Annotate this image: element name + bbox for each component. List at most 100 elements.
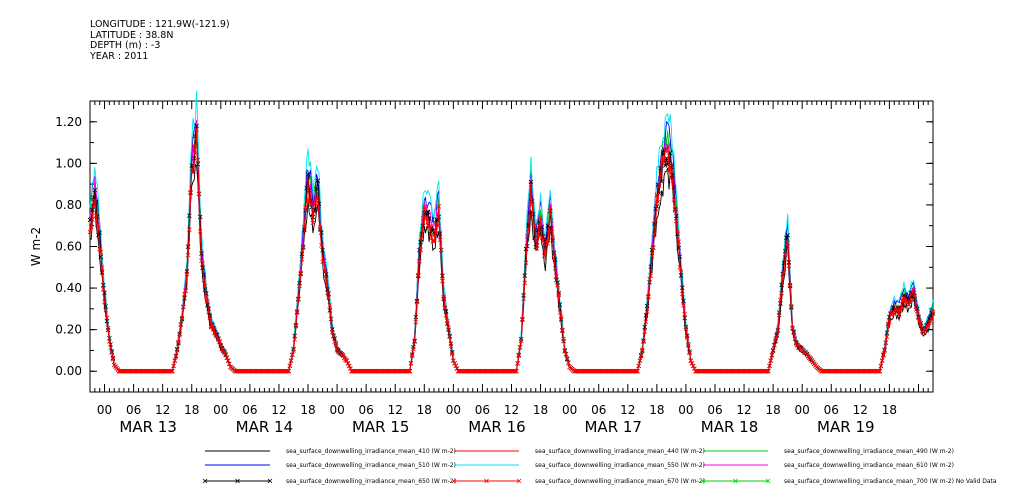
- series-marker: [653, 206, 658, 211]
- series-marker: [779, 282, 784, 288]
- series-marker: [540, 238, 546, 243]
- legend-label: sea_surface_downwelling_irradiance_mean_…: [784, 478, 997, 485]
- series-marker: [543, 247, 548, 253]
- series-marker: [555, 282, 560, 288]
- y-tick-label: 1.00: [55, 156, 82, 170]
- series-marker: [315, 196, 320, 202]
- series-marker: [103, 304, 109, 309]
- series-marker: [420, 223, 426, 229]
- series-marker: [904, 293, 909, 299]
- series-marker: [102, 299, 107, 305]
- series-marker: [648, 273, 654, 278]
- series-marker: [227, 361, 232, 367]
- series-marker: [782, 252, 788, 257]
- series-marker: [557, 310, 563, 315]
- series-marker: [895, 306, 901, 312]
- series-marker: [781, 260, 787, 266]
- series-marker: [197, 214, 203, 220]
- series-marker: [317, 225, 323, 230]
- legend-marker: [700, 478, 706, 484]
- series-marker: [291, 348, 296, 353]
- series-marker: [673, 213, 679, 219]
- series-marker: [292, 337, 297, 342]
- series-marker: [408, 361, 414, 366]
- series-marker: [528, 182, 534, 187]
- series-marker: [168, 368, 174, 374]
- series-marker: [302, 224, 307, 230]
- series-marker: [98, 249, 104, 255]
- series-marker: [554, 273, 559, 279]
- legend-marker: [451, 478, 457, 484]
- series-marker: [552, 257, 558, 262]
- series-marker: [808, 356, 813, 361]
- series-marker: [644, 309, 650, 314]
- series-marker: [516, 353, 522, 358]
- series-marker: [787, 282, 793, 288]
- y-tick-label: 0.20: [55, 323, 82, 337]
- x-tick-label: 00: [97, 403, 112, 417]
- x-date-label: MAR 17: [584, 418, 641, 436]
- series-marker: [415, 272, 421, 278]
- series-marker: [918, 323, 924, 328]
- series-marker: [308, 201, 313, 207]
- series-marker: [315, 178, 320, 183]
- series-marker: [803, 350, 809, 355]
- series-marker: [191, 156, 197, 161]
- series-marker: [305, 178, 311, 183]
- series-marker: [305, 172, 311, 177]
- series-marker: [640, 347, 645, 353]
- series-marker: [191, 143, 197, 149]
- series-marker: [326, 295, 331, 301]
- series-marker: [88, 224, 94, 230]
- series-marker: [902, 297, 908, 302]
- series-marker: [649, 253, 655, 259]
- series-marker: [677, 254, 683, 259]
- series-marker: [665, 144, 671, 149]
- series-marker: [185, 252, 191, 258]
- series-marker: [180, 304, 186, 310]
- series-marker: [642, 329, 648, 334]
- longitude-label: LONGITUDE : 121.9W(-121.9): [90, 19, 230, 30]
- series-marker: [768, 358, 773, 364]
- series-marker: [429, 235, 434, 241]
- series-marker: [298, 270, 304, 276]
- x-date-label: MAR 15: [352, 418, 409, 436]
- series-marker: [293, 323, 299, 329]
- series-marker: [436, 204, 442, 209]
- series-marker: [679, 291, 685, 297]
- series-marker: [774, 333, 780, 339]
- series-marker: [791, 330, 796, 336]
- series-marker: [917, 319, 922, 325]
- series-marker: [288, 358, 294, 364]
- series-marker: [545, 241, 551, 246]
- series-marker: [197, 229, 203, 234]
- series-marker: [925, 320, 931, 326]
- series-marker: [96, 225, 101, 231]
- series-marker: [789, 304, 794, 309]
- series-marker: [689, 361, 695, 366]
- x-tick-label: 18: [649, 403, 664, 417]
- series-marker: [286, 368, 291, 374]
- series-marker: [346, 363, 352, 369]
- series-marker: [898, 308, 903, 313]
- series-marker: [552, 266, 558, 271]
- series-marker: [194, 127, 199, 132]
- x-tick-label: 00: [562, 403, 577, 417]
- series-marker: [907, 300, 913, 305]
- x-tick-label: 18: [882, 403, 897, 417]
- series-marker: [523, 246, 529, 252]
- series-marker: [512, 368, 518, 374]
- x-date-label: MAR 16: [468, 418, 525, 436]
- legend-marker: [516, 478, 522, 484]
- series-marker: [182, 291, 187, 297]
- series-marker: [212, 330, 218, 336]
- x-tick-label: 06: [359, 403, 374, 417]
- series-marker: [551, 252, 557, 257]
- series-marker: [654, 192, 660, 198]
- series-marker: [210, 322, 215, 328]
- series-marker: [785, 232, 790, 238]
- series-marker: [93, 213, 99, 218]
- series-marker: [670, 178, 675, 184]
- year-label: YEAR : 2011: [90, 50, 149, 62]
